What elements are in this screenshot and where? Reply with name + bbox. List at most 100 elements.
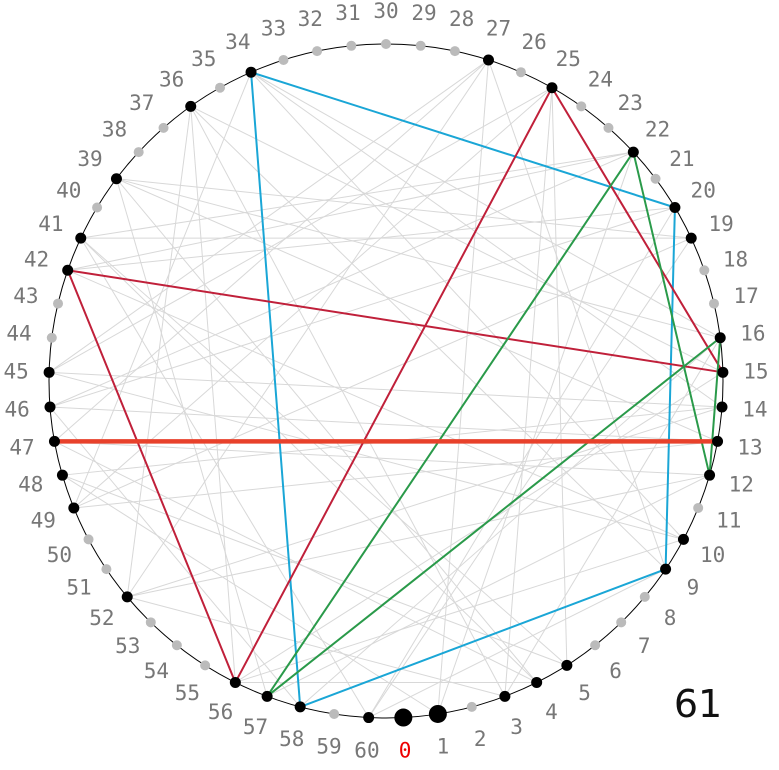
- node-label-6: 6: [609, 659, 622, 683]
- node-8: [639, 591, 650, 602]
- background-edge-20-42: [67, 207, 675, 271]
- node-30: [381, 39, 391, 49]
- node-28: [449, 46, 460, 57]
- node-label-2: 2: [474, 727, 487, 751]
- node-32: [312, 46, 323, 57]
- node-label-57: 57: [243, 715, 268, 739]
- node-48: [56, 469, 68, 481]
- node-label-55: 55: [175, 681, 200, 705]
- node-label-29: 29: [411, 1, 436, 25]
- node-13: [712, 435, 724, 447]
- node-26: [515, 67, 526, 78]
- background-edge-5-41: [80, 237, 568, 666]
- node-label-45: 45: [3, 359, 28, 383]
- highlight-edge-green-16-57: [266, 336, 722, 698]
- node-43: [53, 298, 64, 309]
- node-2: [466, 701, 477, 712]
- highlight-edge-crimson-15-42: [66, 269, 724, 374]
- highlight-edge-crimson-42-56: [66, 269, 237, 684]
- background-edge-3-52: [127, 596, 506, 697]
- background-edge-60-41: [80, 237, 370, 718]
- node-label-54: 54: [144, 659, 169, 683]
- background-edge-19-60: [368, 237, 692, 718]
- node-label-31: 31: [335, 1, 360, 25]
- node-label-39: 39: [77, 147, 102, 171]
- node-label-33: 33: [261, 17, 286, 41]
- background-edge-48-5: [62, 474, 568, 666]
- node-14: [716, 401, 728, 413]
- background-edge-12-47: [54, 440, 710, 476]
- node-label-58: 58: [279, 727, 304, 751]
- background-edge-41-4: [80, 237, 538, 683]
- background-edge-25-3: [504, 87, 553, 697]
- node-18: [699, 265, 710, 276]
- node-label-28: 28: [449, 7, 474, 31]
- background-edge-45-27: [48, 59, 489, 373]
- node-label-11: 11: [716, 508, 741, 532]
- background-edge-46-20: [49, 207, 676, 408]
- node-label-9: 9: [687, 576, 700, 600]
- node-34: [245, 66, 257, 78]
- node-47: [48, 435, 60, 447]
- node-label-8: 8: [664, 606, 677, 630]
- background-edge-10-42: [67, 269, 684, 540]
- highlight-edge-crimson-56-25: [234, 86, 553, 684]
- node-42: [62, 264, 74, 276]
- node-label-19: 19: [708, 212, 733, 236]
- node-15: [717, 366, 729, 378]
- node-label-42: 42: [24, 247, 49, 271]
- background-edge-1-27: [437, 59, 489, 715]
- node-57: [261, 690, 273, 702]
- modulus-label: 61: [674, 682, 722, 726]
- node-19: [685, 232, 697, 244]
- node-label-44: 44: [6, 321, 31, 345]
- node-label-15: 15: [743, 359, 768, 383]
- node-label-3: 3: [510, 715, 523, 739]
- node-54: [171, 640, 182, 651]
- node-11: [693, 502, 704, 513]
- node-label-5: 5: [578, 681, 591, 705]
- background-edge-58-46: [49, 406, 301, 708]
- node-labels: 0 1 2 3456789101112131415161718192021222324…: [3, 0, 768, 763]
- background-edge-13-49: [73, 440, 718, 509]
- node-0: [394, 708, 413, 727]
- background-edge-42-22: [67, 151, 634, 271]
- node-label-37: 37: [129, 91, 154, 115]
- node-21: [650, 173, 661, 184]
- node-50: [83, 534, 94, 545]
- background-edge-22-46: [49, 151, 634, 408]
- background-edge-10-34: [250, 71, 684, 540]
- node-label-21: 21: [669, 147, 694, 171]
- node-label-49: 49: [31, 508, 56, 532]
- highlight-edge-cyan-20-9: [664, 206, 676, 571]
- highlight-edge-green-12-16: [708, 336, 722, 477]
- node-45: [43, 366, 55, 378]
- node-label-34: 34: [225, 30, 250, 54]
- node-label-12: 12: [729, 472, 754, 496]
- background-edge-36-15: [190, 105, 724, 373]
- node-6: [590, 640, 601, 651]
- node-label-16: 16: [740, 321, 765, 345]
- background-edge-5-25: [551, 87, 568, 666]
- node-53: [145, 617, 156, 628]
- node-5: [561, 659, 573, 671]
- node-29: [415, 40, 426, 51]
- node-10: [677, 533, 689, 545]
- background-edge-57-12: [266, 474, 710, 697]
- node-label-27: 27: [486, 17, 511, 41]
- node-23: [603, 122, 614, 133]
- node-60: [363, 712, 375, 724]
- highlight-edge-cyan-34-20: [250, 71, 676, 209]
- highlight-edge-crimson-25-15: [550, 86, 724, 374]
- outer-circle: [48, 43, 724, 719]
- node-35: [215, 82, 226, 93]
- background-edge-3-36: [190, 106, 506, 697]
- node-label-60: 60: [354, 739, 379, 763]
- node-label-23: 23: [618, 91, 643, 115]
- node-label-36: 36: [159, 67, 184, 91]
- background-edge-57-39: [115, 178, 268, 697]
- background-edge-56-10: [235, 538, 684, 683]
- node-label-46: 46: [4, 398, 29, 422]
- node-label-14: 14: [742, 398, 767, 422]
- nodes: [43, 39, 729, 727]
